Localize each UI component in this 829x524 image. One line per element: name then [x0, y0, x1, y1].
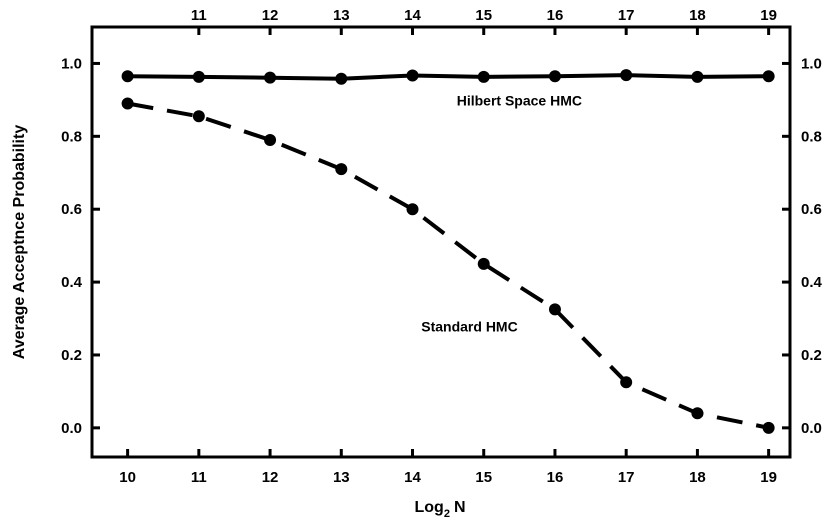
x-tick-label-bottom: 14	[404, 469, 421, 486]
data-point	[192, 70, 205, 83]
y-tick-label-left: 0.2	[61, 347, 82, 364]
y-tick-label-right: 0.2	[801, 347, 822, 364]
x-tick-label-bottom: 16	[547, 469, 564, 486]
data-point	[691, 407, 704, 420]
y-tick-label-right: 1.0	[801, 55, 822, 72]
x-tick-label-top: 19	[760, 7, 777, 24]
y-tick-label-left: 0.8	[61, 128, 82, 145]
data-point	[620, 69, 633, 82]
series-line-0	[127, 73, 769, 81]
series-annotation: Standard HMC	[421, 318, 517, 334]
data-point	[121, 97, 134, 110]
data-point	[548, 70, 561, 83]
y-axis-label: Average Acceptnce Probability	[11, 125, 28, 360]
x-tick-label-bottom: 18	[689, 469, 706, 486]
data-point	[762, 421, 775, 434]
data-point	[406, 203, 419, 216]
y-tick-label-right: 0.6	[801, 201, 822, 218]
y-tick-label-left: 0.0	[61, 420, 82, 437]
data-point	[620, 376, 633, 389]
y-tick-label-left: 0.4	[61, 274, 83, 291]
y-tick-label-left: 1.0	[61, 55, 82, 72]
data-point	[477, 70, 490, 83]
x-axis-label-suffix: N	[454, 499, 466, 516]
data-point	[335, 163, 348, 176]
series-layer	[127, 73, 769, 430]
x-axis-label: Log2 N	[414, 499, 465, 520]
series-line-1	[127, 101, 769, 430]
x-tick-label-top: 15	[475, 7, 492, 24]
data-point	[264, 71, 277, 84]
data-point	[406, 69, 419, 82]
data-point	[192, 110, 205, 123]
x-tick-label-bottom: 13	[333, 469, 350, 486]
x-tick-label-top: 13	[333, 7, 350, 24]
x-tick-label-bottom: 17	[618, 469, 635, 486]
x-tick-label-top: 17	[618, 7, 635, 24]
x-tick-label-bottom: 19	[760, 469, 777, 486]
ticks-layer	[92, 27, 790, 457]
x-tick-label-bottom: 12	[262, 469, 279, 486]
x-tick-label-top: 11	[191, 7, 207, 24]
x-tick-label-top: 14	[404, 7, 421, 24]
data-point	[691, 70, 704, 83]
data-point	[335, 72, 348, 85]
x-tick-label-bottom: 10	[119, 469, 136, 486]
points-layer	[121, 69, 775, 434]
labels-layer: 10 11 12 13 14 15 16 17 18 19 11 12 13 14 15 16 17 18 19 0.…	[61, 7, 822, 486]
y-tick-label-left: 0.6	[61, 201, 82, 218]
y-tick-label-right: 0.4	[801, 274, 823, 291]
x-axis-label-main: Log	[414, 499, 443, 516]
data-point	[762, 70, 775, 83]
x-tick-label-bottom: 11	[191, 469, 207, 486]
x-axis-label-subscript: 2	[444, 508, 450, 520]
data-point	[548, 303, 561, 316]
plot-frame	[90, 25, 792, 459]
data-point	[264, 133, 277, 146]
x-tick-label-bottom: 15	[475, 469, 492, 486]
x-tick-label-top: 12	[262, 7, 279, 24]
data-point	[121, 70, 134, 83]
series-annotation: Hilbert Space HMC	[457, 92, 582, 108]
y-tick-label-right: 0.8	[801, 128, 822, 145]
x-tick-label-top: 16	[547, 7, 564, 24]
x-tick-label-top: 18	[689, 7, 706, 24]
data-point	[477, 257, 490, 270]
y-tick-label-right: 0.0	[801, 420, 822, 437]
